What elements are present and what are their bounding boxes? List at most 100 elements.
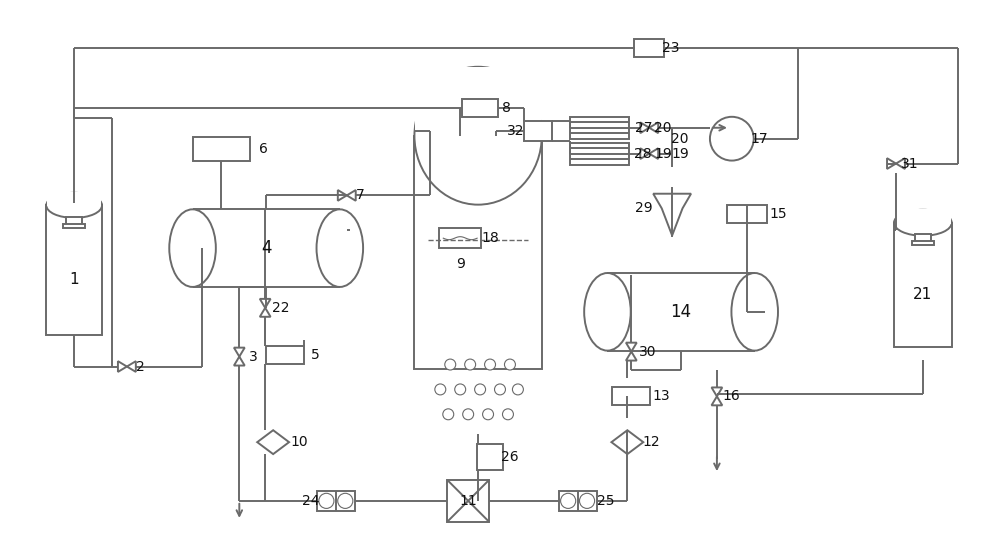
Polygon shape <box>640 122 649 133</box>
Ellipse shape <box>731 273 778 350</box>
Bar <box>634 39 664 57</box>
Bar <box>415 67 541 132</box>
Polygon shape <box>611 430 643 454</box>
Ellipse shape <box>414 67 542 204</box>
Bar <box>727 206 767 223</box>
Polygon shape <box>118 361 127 372</box>
Circle shape <box>445 359 456 370</box>
Text: 13: 13 <box>652 390 670 403</box>
Polygon shape <box>234 356 245 365</box>
Circle shape <box>483 409 494 420</box>
Circle shape <box>463 409 474 420</box>
Text: 18: 18 <box>481 231 499 245</box>
Polygon shape <box>234 348 245 356</box>
Text: 11: 11 <box>459 494 477 508</box>
Circle shape <box>435 384 446 395</box>
Text: 10: 10 <box>290 435 308 449</box>
Ellipse shape <box>46 193 102 218</box>
Circle shape <box>710 117 754 160</box>
Ellipse shape <box>584 273 631 350</box>
Text: 26: 26 <box>501 450 519 464</box>
Text: 22: 22 <box>272 301 290 315</box>
Bar <box>439 228 481 248</box>
Polygon shape <box>347 190 356 201</box>
Text: 21: 21 <box>913 288 932 302</box>
Bar <box>317 491 355 511</box>
Text: 31: 31 <box>901 156 919 171</box>
Bar <box>895 209 951 224</box>
Bar <box>570 117 629 139</box>
Bar <box>462 99 498 117</box>
Bar <box>612 387 650 406</box>
Text: 19: 19 <box>654 147 672 161</box>
Bar <box>447 480 489 522</box>
Polygon shape <box>338 190 347 201</box>
Bar <box>894 223 952 347</box>
Text: 19: 19 <box>671 147 689 161</box>
Polygon shape <box>626 352 637 360</box>
Bar <box>193 209 340 287</box>
Circle shape <box>495 384 505 395</box>
Polygon shape <box>649 122 658 133</box>
Text: 17: 17 <box>751 132 768 145</box>
Ellipse shape <box>169 209 216 287</box>
Bar <box>477 444 503 470</box>
Circle shape <box>512 384 523 395</box>
Text: 16: 16 <box>722 390 740 403</box>
Bar <box>915 235 931 244</box>
Text: 20: 20 <box>671 132 689 145</box>
Circle shape <box>475 384 486 395</box>
Circle shape <box>485 359 496 370</box>
Text: 24: 24 <box>302 494 320 508</box>
Text: 3: 3 <box>249 349 258 364</box>
Text: 27: 27 <box>635 121 652 135</box>
Text: 9: 9 <box>456 257 465 271</box>
Bar <box>266 345 304 364</box>
Circle shape <box>455 384 466 395</box>
Polygon shape <box>712 387 722 396</box>
Polygon shape <box>127 361 136 372</box>
Text: 8: 8 <box>502 101 510 115</box>
Text: 6: 6 <box>259 142 268 155</box>
Bar <box>414 136 542 369</box>
Circle shape <box>504 359 515 370</box>
Text: 1: 1 <box>69 273 79 288</box>
Text: 25: 25 <box>597 494 614 508</box>
Polygon shape <box>260 308 271 317</box>
Polygon shape <box>640 148 649 159</box>
Text: 29: 29 <box>635 201 653 215</box>
Circle shape <box>338 493 353 509</box>
Bar <box>193 137 250 160</box>
Bar <box>46 206 102 334</box>
Bar <box>570 143 629 165</box>
Polygon shape <box>626 343 637 352</box>
Polygon shape <box>896 158 905 169</box>
Polygon shape <box>260 299 271 308</box>
Text: 32: 32 <box>507 124 525 138</box>
Polygon shape <box>649 148 658 159</box>
Circle shape <box>502 409 513 420</box>
Bar <box>559 491 597 511</box>
Text: 14: 14 <box>671 303 692 321</box>
Bar <box>524 121 552 141</box>
Text: 28: 28 <box>634 147 652 161</box>
Polygon shape <box>257 430 289 454</box>
Circle shape <box>319 493 334 509</box>
Polygon shape <box>712 396 722 406</box>
Text: 5: 5 <box>311 348 319 361</box>
Circle shape <box>443 409 454 420</box>
Circle shape <box>561 493 576 509</box>
Text: 2: 2 <box>136 360 145 374</box>
Circle shape <box>579 493 595 509</box>
Bar <box>63 224 85 228</box>
Text: 7: 7 <box>356 188 365 202</box>
Ellipse shape <box>317 209 363 287</box>
Text: 20: 20 <box>654 121 672 135</box>
Bar <box>66 217 82 225</box>
Circle shape <box>465 359 476 370</box>
Polygon shape <box>653 194 691 235</box>
Text: 4: 4 <box>261 239 271 257</box>
Bar <box>912 241 934 245</box>
Bar <box>607 273 755 350</box>
Text: 15: 15 <box>770 207 787 222</box>
